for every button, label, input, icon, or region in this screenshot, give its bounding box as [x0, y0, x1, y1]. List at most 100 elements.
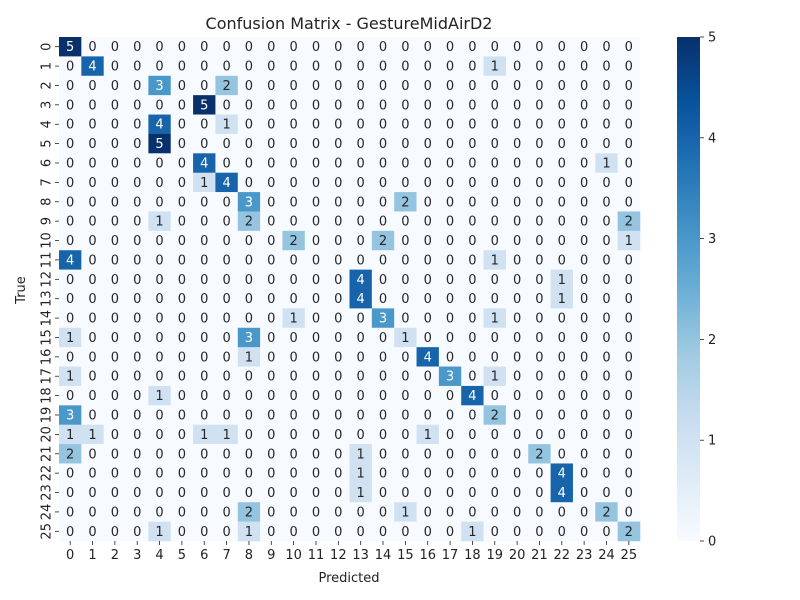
heatmap-cell-18-6 — [193, 385, 216, 406]
cell-value-8-13: 0 — [357, 195, 365, 210]
heatmap-cell-1-4 — [148, 56, 172, 77]
cell-value-25-3: 0 — [133, 525, 141, 540]
cell-value-20-14: 0 — [379, 428, 387, 443]
heatmap-cell-5-22 — [550, 133, 574, 154]
heatmap-cell-6-20 — [505, 153, 529, 173]
heatmap-cell-17-11 — [304, 366, 328, 387]
heatmap-cell-4-13 — [349, 114, 373, 135]
heatmap-cell-10-8 — [237, 230, 261, 251]
heatmap-cell-0-19 — [483, 37, 507, 57]
cell-value-21-15: 0 — [401, 447, 409, 462]
cell-value-12-14: 0 — [379, 273, 387, 288]
heatmap-cell-6-5 — [170, 153, 194, 173]
heatmap-cell-22-19 — [483, 463, 507, 484]
heatmap-cell-19-9 — [260, 405, 283, 425]
cell-value-21-8: 0 — [245, 447, 253, 462]
cell-value-11-24: 0 — [602, 253, 610, 268]
heatmap-cell-16-20 — [505, 347, 529, 367]
heatmap-cell-18-8 — [237, 385, 261, 406]
cell-value-10-24: 0 — [602, 234, 610, 249]
cell-value-4-3: 0 — [133, 118, 141, 133]
heatmap-cell-20-9 — [260, 424, 283, 445]
heatmap-cell-7-10 — [282, 172, 306, 193]
heatmap-cell-0-25 — [617, 37, 641, 57]
heatmap-cell-11-7 — [215, 250, 239, 270]
heatmap-cell-25-24 — [595, 521, 618, 542]
heatmap-cell-23-22 — [550, 482, 574, 503]
heatmap-cell-12-19 — [483, 269, 507, 290]
heatmap-cell-20-13 — [349, 424, 373, 445]
cell-value-15-23: 0 — [580, 331, 588, 346]
cell-value-15-11: 0 — [312, 331, 320, 346]
cell-value-6-3: 0 — [133, 157, 141, 172]
cell-value-10-1: 0 — [88, 234, 96, 249]
cell-value-6-12: 0 — [334, 157, 342, 172]
cell-value-2-18: 0 — [468, 79, 476, 94]
cell-value-3-20: 0 — [513, 98, 521, 113]
cell-value-3-0: 0 — [66, 98, 74, 113]
heatmap-cell-8-13 — [349, 192, 373, 212]
cell-value-19-3: 0 — [133, 409, 141, 424]
cell-value-4-6: 0 — [200, 118, 208, 133]
heatmap-cell-6-19 — [483, 153, 507, 173]
heatmap-cell-2-11 — [304, 75, 328, 96]
y-tick-label-6: 6 — [40, 159, 55, 167]
heatmap-cell-13-6 — [193, 289, 216, 309]
heatmap-cell-22-12 — [327, 463, 350, 484]
y-tick-label-11: 11 — [40, 252, 55, 269]
cell-value-24-21: 0 — [535, 505, 543, 520]
heatmap-cell-24-24 — [595, 502, 618, 522]
heatmap-cell-4-20 — [505, 114, 529, 135]
cell-value-8-5: 0 — [178, 195, 186, 210]
heatmap-cell-13-22 — [550, 289, 574, 309]
heatmap-cell-18-3 — [126, 385, 149, 406]
heatmap-cell-18-18 — [461, 385, 484, 406]
heatmap-cell-18-14 — [371, 385, 395, 406]
cell-value-6-17: 0 — [446, 157, 454, 172]
heatmap-cell-19-15 — [394, 405, 417, 425]
heatmap-cell-13-14 — [371, 289, 395, 309]
heatmap-cell-25-2 — [103, 521, 127, 542]
heatmap-cell-18-10 — [282, 385, 306, 406]
heatmap-cell-4-22 — [550, 114, 574, 135]
heatmap-cell-8-18 — [461, 192, 484, 212]
heatmap-cell-23-19 — [483, 482, 507, 503]
heatmap-cell-16-5 — [170, 347, 194, 367]
cell-value-22-22: 4 — [558, 467, 566, 482]
heatmap-cell-7-19 — [483, 172, 507, 193]
heatmap-cell-8-14 — [371, 192, 395, 212]
cell-value-19-10: 0 — [289, 409, 297, 424]
heatmap-cell-22-10 — [282, 463, 306, 484]
heatmap-cell-23-24 — [595, 482, 618, 503]
cell-value-0-4: 0 — [155, 40, 163, 55]
heatmap-cell-2-17 — [438, 75, 462, 96]
cell-value-12-1: 0 — [88, 273, 96, 288]
heatmap-cell-10-2 — [103, 230, 127, 251]
cell-value-12-21: 0 — [535, 273, 543, 288]
heatmap-cell-8-17 — [438, 192, 462, 212]
heatmap-cell-0-3 — [126, 37, 149, 57]
x-tick-label-25: 25 — [621, 548, 638, 563]
cell-value-14-5: 0 — [178, 312, 186, 327]
cell-value-11-7: 0 — [222, 253, 230, 268]
cell-value-14-0: 0 — [66, 312, 74, 327]
cell-value-19-25: 0 — [625, 409, 633, 424]
y-tick-label-23: 23 — [40, 484, 55, 501]
cell-value-21-7: 0 — [222, 447, 230, 462]
cell-value-16-18: 0 — [468, 350, 476, 365]
heatmap-cell-21-25 — [617, 444, 641, 464]
cell-value-3-8: 0 — [245, 98, 253, 113]
cell-value-0-1: 0 — [88, 40, 96, 55]
cell-value-12-13: 4 — [357, 273, 365, 288]
heatmap-cell-13-19 — [483, 289, 507, 309]
cell-value-10-22: 0 — [558, 234, 566, 249]
cell-value-18-15: 0 — [401, 389, 409, 404]
cell-value-7-16: 0 — [424, 176, 432, 191]
heatmap-cell-25-10 — [282, 521, 306, 542]
cell-value-5-19: 0 — [491, 137, 499, 152]
heatmap-cell-21-19 — [483, 444, 507, 464]
x-tick-label-15: 15 — [397, 548, 414, 563]
heatmap-cell-12-15 — [394, 269, 417, 290]
cell-value-25-18: 1 — [468, 525, 476, 540]
heatmap-cell-15-19 — [483, 327, 507, 348]
